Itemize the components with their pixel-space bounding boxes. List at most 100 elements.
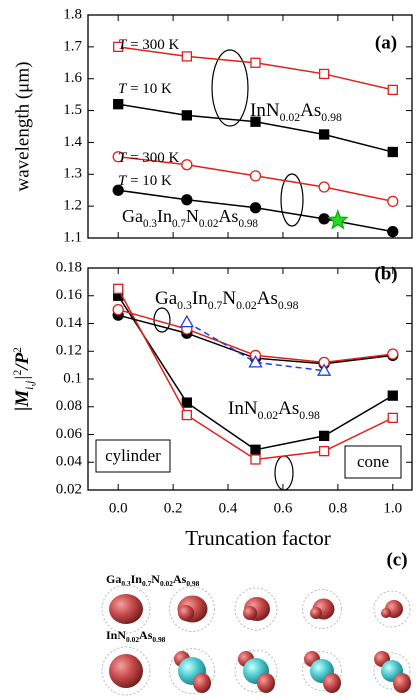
marker	[329, 211, 347, 228]
y-tick-label: 1.5	[63, 102, 82, 118]
lobe	[381, 608, 391, 618]
text-part: 0.02	[126, 635, 139, 644]
marker	[182, 398, 191, 407]
marker	[388, 147, 397, 156]
text-part: 0.3	[143, 218, 157, 230]
wavefunction-image	[102, 585, 150, 633]
marker	[251, 58, 260, 67]
y-tick-label: 1.4	[63, 134, 82, 150]
annotation: T = 10 K	[118, 173, 172, 189]
text-part: As	[278, 398, 299, 419]
text-part: InN	[228, 398, 258, 419]
x-tick-label: 0.4	[219, 500, 238, 516]
lobe	[109, 594, 143, 624]
marker	[251, 455, 260, 464]
text-part: N	[222, 288, 236, 309]
wavefunction-image	[374, 651, 411, 693]
marker	[114, 284, 123, 293]
text-part: 0.98	[152, 635, 165, 644]
wavefunction-image	[303, 651, 342, 693]
text-part: 0.7	[208, 299, 223, 312]
y-tick-label: 1.3	[63, 166, 82, 182]
y-tick-label: 1.6	[63, 70, 82, 86]
text-part: = 10 K	[126, 173, 172, 189]
marker	[388, 196, 398, 206]
marker	[319, 214, 329, 224]
text-part: 0.98	[321, 111, 342, 124]
text-part: 0.98	[278, 299, 299, 312]
x-axis-label: Truncation factor	[185, 526, 331, 550]
marker	[251, 445, 260, 454]
text-part: 0.3	[177, 299, 192, 312]
marker	[182, 160, 192, 170]
wavefunction-image	[102, 647, 150, 695]
text-part: 2	[12, 347, 24, 353]
x-tick-label: 0.0	[109, 500, 128, 516]
series-line	[118, 296, 393, 450]
wavefunction-image	[235, 650, 277, 693]
annotation: |Mi,j|2/P2	[12, 347, 36, 411]
text-part: 0.02	[258, 409, 279, 422]
y-tick-label: 0.14	[56, 315, 83, 331]
marker	[250, 203, 260, 213]
text-part: /P	[12, 352, 33, 371]
text-part: 0.7	[142, 579, 152, 588]
wavefunction-image	[170, 587, 215, 632]
marker	[320, 431, 329, 440]
x-tick-label: 0.6	[274, 500, 293, 516]
annotation: cone	[357, 452, 389, 471]
text-part: As	[218, 206, 238, 226]
marker	[320, 130, 329, 139]
text-part: = 300 K	[126, 37, 179, 53]
y-tick-label: 1.7	[63, 38, 82, 54]
lobe	[243, 606, 257, 620]
y-axis-label: wavelength (μm)	[12, 62, 33, 192]
marker	[388, 349, 398, 359]
annotation: T = 300 K	[118, 150, 180, 166]
text-part: Ga	[122, 206, 143, 226]
annotation: cylinder	[105, 446, 161, 465]
text-part: 0.02	[280, 111, 301, 124]
annotation: Ga0.3In0.7N0.02As0.98	[155, 288, 299, 312]
x-tick-label: 1.0	[383, 500, 402, 516]
x-tick-label: 0.8	[328, 500, 347, 516]
text-part: As	[139, 628, 153, 642]
lobe	[257, 673, 275, 693]
panel-label: (c)	[386, 549, 407, 570]
text-part: InN	[250, 100, 280, 121]
text-part: In	[157, 206, 172, 226]
panel-label: (b)	[374, 263, 397, 284]
text-part: 0.3	[121, 579, 131, 588]
marker	[320, 447, 329, 456]
marker	[182, 111, 191, 120]
lobe	[393, 673, 411, 693]
y-tick-label: 0.1	[63, 370, 82, 386]
text-part: As	[300, 100, 321, 121]
text-part: InN	[106, 628, 126, 642]
marker	[319, 182, 329, 192]
text-part: 0.7	[172, 218, 186, 230]
lobe	[109, 654, 143, 688]
marker	[388, 85, 397, 94]
marker	[182, 411, 191, 420]
text-part: = 10 K	[126, 81, 172, 97]
y-tick-label: 1.2	[63, 198, 82, 214]
annotation: T = 300 K	[118, 37, 180, 53]
wavefunction-image	[374, 591, 410, 627]
y-tick-label: 0.08	[56, 398, 82, 414]
text-part: |M	[12, 389, 33, 411]
marker	[181, 316, 193, 327]
wavefunction-image	[170, 649, 215, 694]
text-part: 0.02	[236, 299, 257, 312]
y-tick-label: 0.06	[56, 426, 83, 442]
annotation: Ga0.3In0.7N0.02As0.98	[122, 206, 258, 229]
text-part: cone	[357, 452, 389, 471]
y-tick-label: 1.1	[63, 229, 82, 245]
marker	[388, 413, 397, 422]
text-part: In	[131, 572, 143, 586]
figure: 1.11.21.31.41.51.61.71.8wavelength (μm)(…	[0, 0, 416, 698]
annotation: InN0.02As0.98	[250, 100, 342, 124]
lobe	[178, 605, 194, 621]
marker	[320, 69, 329, 78]
text-part: 0.02	[199, 218, 219, 230]
